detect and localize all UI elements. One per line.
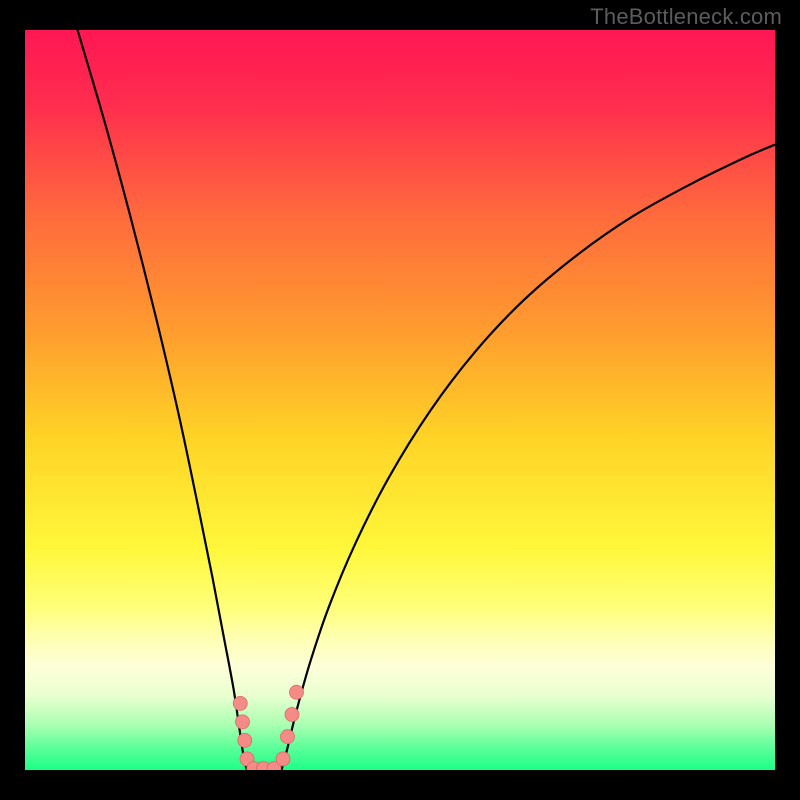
plot-svg xyxy=(25,30,775,770)
chart-frame: TheBottleneck.com xyxy=(0,0,800,800)
data-marker xyxy=(281,730,295,744)
plot-area xyxy=(25,30,775,770)
data-marker xyxy=(238,733,252,747)
data-marker xyxy=(290,685,304,699)
data-marker xyxy=(233,696,247,710)
data-marker xyxy=(276,752,290,766)
data-marker xyxy=(285,708,299,722)
gradient-background xyxy=(25,30,775,770)
watermark-text: TheBottleneck.com xyxy=(590,4,782,30)
data-marker xyxy=(236,715,250,729)
